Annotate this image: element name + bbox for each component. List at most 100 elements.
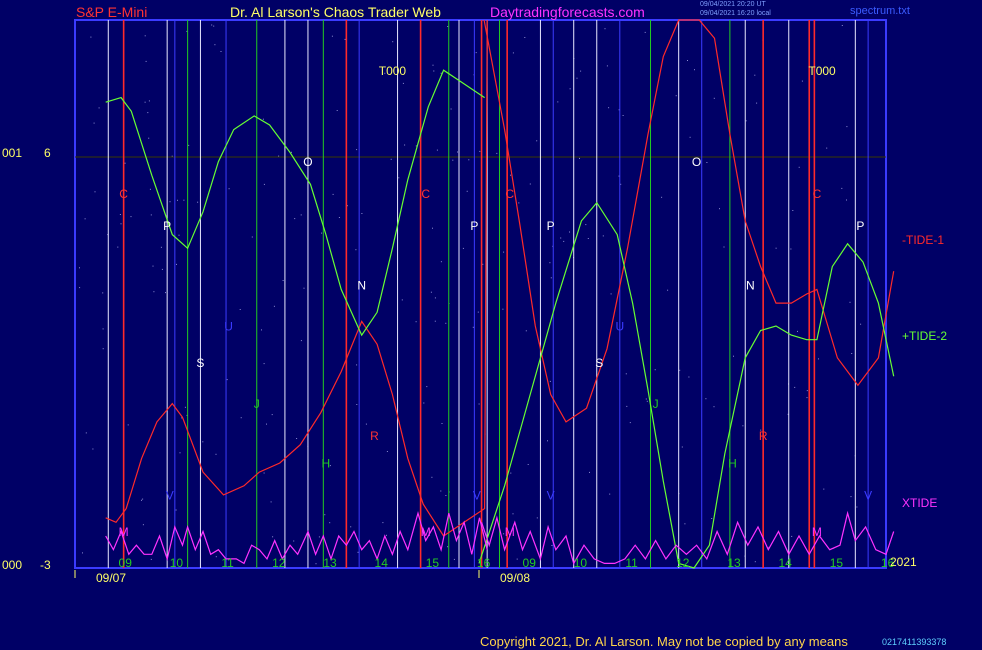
noise-dot — [92, 448, 94, 450]
noise-dot — [841, 187, 843, 189]
noise-dot — [178, 234, 180, 236]
noise-dot — [608, 107, 610, 109]
noise-dot — [356, 404, 358, 405]
noise-dot — [713, 97, 715, 99]
noise-dot — [220, 51, 222, 52]
noise-dot — [689, 136, 691, 138]
chart-marker: V — [166, 489, 174, 503]
x-tick-label: 09 — [119, 556, 133, 570]
noise-dot — [706, 162, 708, 163]
chart-marker: P — [470, 219, 478, 233]
date-label: 09/07 — [96, 571, 126, 585]
noise-dot — [512, 513, 514, 515]
noise-dot — [610, 293, 612, 295]
noise-dot — [675, 95, 677, 97]
noise-dot — [239, 309, 241, 310]
noise-dot — [293, 540, 295, 542]
legend-xtide: XTIDE — [902, 496, 938, 510]
noise-dot — [79, 287, 81, 289]
noise-dot — [271, 414, 273, 416]
noise-dot — [688, 376, 690, 378]
noise-dot — [625, 373, 627, 375]
noise-dot — [550, 277, 552, 279]
site-url: Daytradingforecasts.com — [490, 4, 645, 20]
noise-dot — [404, 144, 406, 146]
noise-dot — [681, 446, 683, 448]
noise-dot — [745, 120, 747, 122]
noise-dot — [705, 398, 707, 400]
noise-dot — [171, 155, 173, 157]
noise-dot — [482, 263, 484, 265]
chart-marker: O — [303, 155, 312, 169]
chart-marker: P — [547, 219, 555, 233]
noise-dot — [618, 175, 620, 177]
series-tide1-day2 — [483, 19, 895, 423]
noise-dot — [215, 556, 217, 558]
noise-dot — [433, 70, 435, 72]
noise-dot — [102, 292, 104, 294]
noise-dot — [512, 52, 514, 54]
noise-dot — [392, 41, 394, 43]
noise-dot — [346, 205, 348, 207]
noise-dot — [175, 509, 177, 511]
noise-dot — [798, 166, 800, 168]
noise-dot — [466, 190, 468, 192]
noise-dot — [303, 287, 305, 289]
noise-dot — [602, 235, 604, 237]
noise-dot — [457, 151, 458, 153]
noise-dot — [251, 236, 253, 238]
noise-dot — [263, 183, 265, 185]
noise-dot — [856, 506, 858, 508]
noise-dot — [332, 193, 334, 195]
noise-dot — [510, 174, 512, 176]
noise-dot — [536, 140, 538, 142]
noise-dot — [177, 199, 178, 201]
noise-dot — [792, 210, 794, 211]
x-tick-label: 13 — [323, 556, 337, 570]
noise-dot — [431, 476, 433, 478]
plot-frame — [74, 19, 887, 569]
chart-marker: R — [759, 429, 768, 443]
noise-dot — [160, 246, 162, 248]
left-axis-bottom-scale: -3 — [40, 558, 51, 572]
noise-dot — [510, 472, 512, 474]
chart-marker: T000 — [379, 64, 407, 78]
noise-dot — [622, 115, 624, 116]
noise-dot — [263, 363, 265, 365]
noise-dot — [344, 38, 346, 40]
noise-dot — [768, 546, 770, 548]
noise-dot — [440, 261, 442, 263]
noise-dot — [79, 267, 80, 269]
noise-dot — [713, 406, 715, 408]
chart-marker: H — [322, 457, 331, 471]
noise-dot — [579, 157, 580, 159]
noise-dot — [262, 118, 264, 120]
noise-dot — [551, 545, 553, 546]
noise-dot — [186, 30, 188, 32]
noise-dot — [94, 191, 96, 193]
legend-tide2: +TIDE-2 — [902, 329, 948, 343]
noise-dot — [127, 424, 129, 426]
series-tide2-day2 — [478, 201, 895, 569]
series-tide2-day1 — [105, 69, 485, 337]
noise-dot — [124, 162, 126, 164]
noise-dot — [667, 289, 669, 291]
x-tick-label: 16 — [477, 556, 491, 570]
noise-dot — [261, 329, 262, 331]
noise-dot — [646, 400, 648, 402]
noise-dot — [801, 80, 803, 82]
noise-dot — [645, 398, 647, 400]
noise-dot — [142, 524, 144, 526]
noise-dot — [321, 232, 323, 234]
noise-dot — [331, 35, 333, 37]
noise-dot — [386, 534, 387, 536]
noise-dot — [161, 268, 163, 270]
noise-dot — [790, 248, 792, 250]
noise-dot — [547, 440, 548, 442]
noise-dot — [604, 28, 606, 30]
noise-dot — [445, 495, 447, 496]
noise-dot — [754, 74, 756, 76]
noise-dot — [576, 77, 578, 79]
noise-dot — [760, 429, 762, 431]
